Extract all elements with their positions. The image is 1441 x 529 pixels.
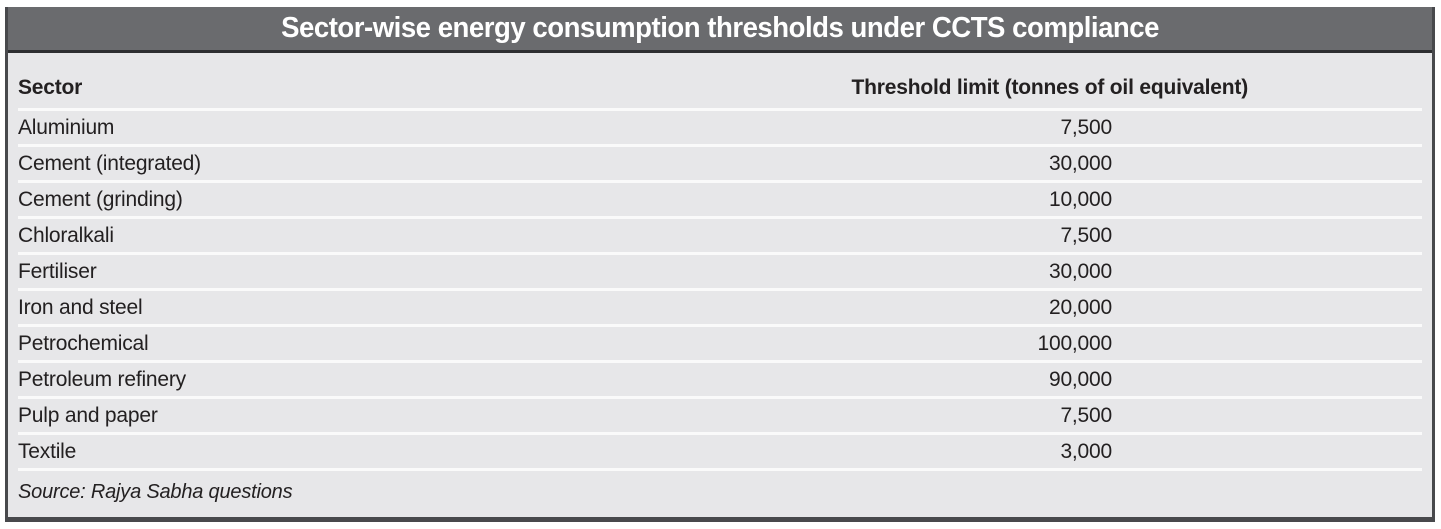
- energy-thresholds-table-card: Sector-wise energy consumption threshold…: [5, 7, 1435, 522]
- threshold-cell: 7,500: [1060, 403, 1112, 427]
- table-body: Aluminium 7,500 Cement (integrated) 30,0…: [18, 111, 1422, 471]
- page-title: Sector-wise energy consumption threshold…: [281, 12, 1159, 44]
- sector-cell: Petroleum refinery: [18, 367, 186, 391]
- table-row: Fertiliser 30,000: [18, 255, 1422, 291]
- sector-cell: Aluminium: [18, 115, 115, 139]
- table-row: Cement (integrated) 30,000: [18, 147, 1422, 183]
- threshold-cell: 100,000: [1037, 331, 1112, 355]
- source-text: Source: Rajya Sabha questions: [18, 481, 293, 503]
- sector-cell: Cement (integrated): [18, 151, 201, 175]
- sector-cell: Iron and steel: [18, 295, 143, 319]
- threshold-cell: 30,000: [1048, 151, 1112, 175]
- threshold-cell: 7,500: [1060, 115, 1112, 139]
- table-row: Textile 3,000: [18, 435, 1422, 471]
- sector-cell: Pulp and paper: [18, 403, 158, 427]
- column-header-threshold: Threshold limit (tonnes of oil equivalen…: [851, 76, 1249, 99]
- table-row: Cement (grinding) 10,000: [18, 183, 1422, 219]
- table-header-row: Sector Threshold limit (tonnes of oil eq…: [18, 53, 1422, 111]
- sector-cell: Textile: [18, 439, 77, 463]
- table-row: Petrochemical 100,000: [18, 327, 1422, 363]
- threshold-cell: 3,000: [1060, 439, 1112, 463]
- title-bar: Sector-wise energy consumption threshold…: [8, 7, 1432, 53]
- table-row: Petroleum refinery 90,000: [18, 363, 1422, 399]
- sector-cell: Cement (grinding): [18, 187, 183, 211]
- table-row: Chloralkali 7,500: [18, 219, 1422, 255]
- sector-cell: Fertiliser: [18, 259, 97, 283]
- table-row: Aluminium 7,500: [18, 111, 1422, 147]
- threshold-cell: 10,000: [1048, 187, 1112, 211]
- threshold-cell: 7,500: [1060, 223, 1112, 247]
- threshold-cell: 20,000: [1048, 295, 1112, 319]
- sector-cell: Chloralkali: [18, 223, 114, 247]
- threshold-cell: 30,000: [1048, 259, 1112, 283]
- sector-cell: Petrochemical: [18, 331, 149, 355]
- table-row: Iron and steel 20,000: [18, 291, 1422, 327]
- thresholds-table: Sector Threshold limit (tonnes of oil eq…: [8, 53, 1432, 514]
- source-row: Source: Rajya Sabha questions: [18, 471, 1422, 514]
- threshold-cell: 90,000: [1048, 367, 1112, 391]
- table-row: Pulp and paper 7,500: [18, 399, 1422, 435]
- column-header-sector: Sector: [18, 76, 83, 99]
